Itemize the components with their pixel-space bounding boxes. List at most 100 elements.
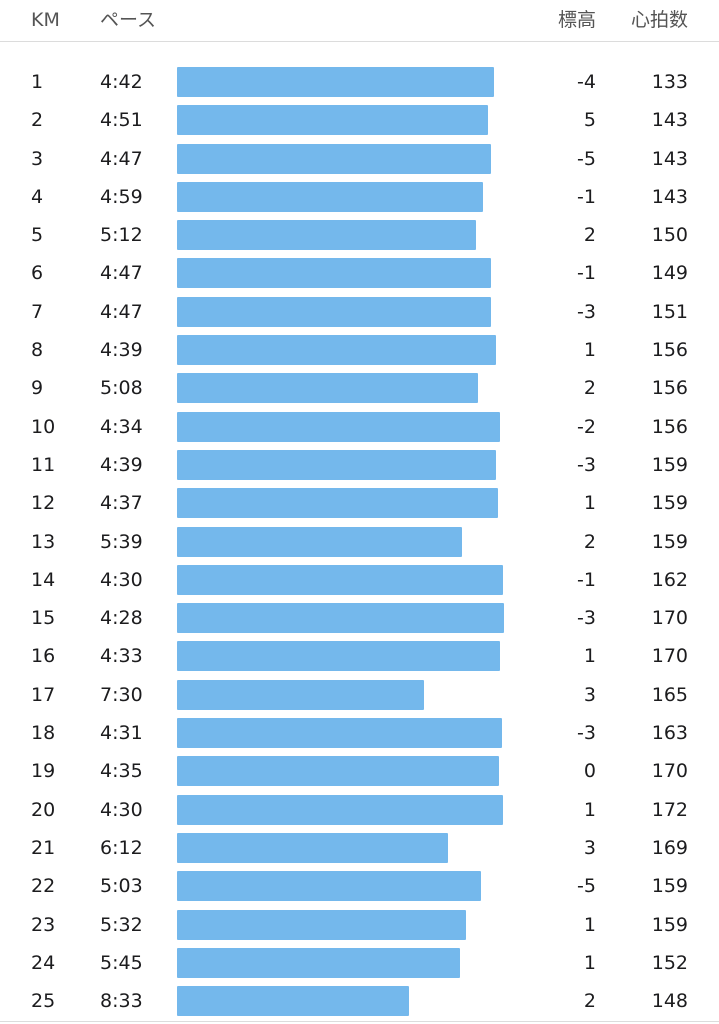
pace-bar-track [177,603,504,634]
split-km: 23 [31,913,56,936]
split-row[interactable]: 16 4:33 1 170 [0,637,719,675]
pace-bar-track [177,296,504,327]
split-pace: 5:32 [100,913,143,936]
split-pace: 4:34 [100,415,143,438]
split-row[interactable]: 10 4:34 -2 156 [0,408,719,446]
heart-rate-column-header: 心拍数 [630,9,688,31]
split-elevation: 5 [583,109,596,132]
pace-bar-track [177,756,504,787]
split-heart-rate: 165 [651,683,688,706]
pace-bar-track [177,335,504,366]
split-km: 25 [31,990,56,1013]
elevation-column-header: 標高 [557,9,596,31]
split-row[interactable]: 25 8:33 2 148 [0,982,719,1020]
split-elevation: -1 [577,185,596,208]
split-km: 17 [31,683,56,706]
split-km: 8 [31,339,44,362]
split-pace: 5:08 [100,377,143,400]
split-row[interactable]: 12 4:37 1 159 [0,484,719,522]
split-row[interactable]: 3 4:47 -5 143 [0,140,719,178]
split-row[interactable]: 24 5:45 1 152 [0,944,719,982]
pace-bar [177,909,466,940]
pace-bar [177,679,424,710]
split-heart-rate: 159 [651,453,688,476]
split-heart-rate: 170 [651,760,688,783]
pace-bar-track [177,641,504,672]
split-pace: 4:30 [100,798,143,821]
split-row[interactable]: 9 5:08 2 156 [0,369,719,407]
split-row[interactable]: 2 4:51 5 143 [0,101,719,139]
split-elevation: 3 [583,836,596,859]
split-row[interactable]: 18 4:31 -3 163 [0,714,719,752]
split-km: 2 [31,109,44,132]
pace-bar-track [177,488,504,519]
pace-bar [177,373,479,404]
split-pace: 4:47 [100,262,143,285]
split-row[interactable]: 6 4:47 -1 149 [0,254,719,292]
split-row[interactable]: 11 4:39 -3 159 [0,446,719,484]
pace-bar [177,258,491,289]
split-row[interactable]: 8 4:39 1 156 [0,331,719,369]
split-row[interactable]: 1 4:42 -4 133 [0,63,719,101]
split-km: 16 [31,645,56,668]
split-pace: 4:30 [100,568,143,591]
split-km: 4 [31,185,44,208]
split-row[interactable]: 17 7:30 3 165 [0,676,719,714]
split-elevation: 0 [583,760,596,783]
split-elevation: -1 [577,568,596,591]
split-row[interactable]: 23 5:32 1 159 [0,906,719,944]
split-km: 1 [31,71,44,93]
pace-bar-track [177,947,504,978]
pace-bar [177,67,495,97]
split-pace: 5:12 [100,224,143,247]
pace-bar [177,871,482,902]
split-heart-rate: 159 [651,913,688,936]
split-row[interactable]: 4 4:59 -1 143 [0,178,719,216]
split-row[interactable]: 13 5:39 2 159 [0,523,719,561]
split-row[interactable]: 5 5:12 2 150 [0,216,719,254]
pace-bar [177,105,489,136]
split-km: 13 [31,530,56,553]
pace-bar-track [177,373,504,404]
split-elevation: -3 [577,300,596,323]
split-row[interactable]: 15 4:28 -3 170 [0,599,719,637]
split-heart-rate: 149 [651,262,688,285]
pace-bar-track [177,679,504,710]
pace-bar [177,181,484,212]
split-km: 18 [31,722,56,745]
split-elevation: -3 [577,453,596,476]
split-pace: 8:33 [100,990,143,1013]
split-km: 9 [31,377,44,400]
pace-bar-track [177,258,504,289]
split-pace: 6:12 [100,836,143,859]
pace-bar [177,794,503,825]
pace-bar [177,526,463,557]
split-row[interactable]: 20 4:30 1 172 [0,791,719,829]
split-heart-rate: 170 [651,607,688,630]
pace-bar-track [177,449,504,480]
pace-bar-track [177,526,504,557]
split-km: 14 [31,568,56,591]
split-row[interactable]: 14 4:30 -1 162 [0,561,719,599]
split-row[interactable]: 22 5:03 -5 159 [0,867,719,905]
pace-bar-track [177,909,504,940]
pace-bar [177,143,491,174]
pace-bar-track [177,67,504,97]
pace-bar [177,986,409,1017]
split-pace: 5:39 [100,530,143,553]
split-km: 22 [31,875,56,898]
split-row[interactable]: 21 6:12 3 169 [0,829,719,867]
split-elevation: -5 [577,147,596,170]
split-km: 7 [31,300,44,323]
split-elevation: 2 [583,990,596,1013]
split-row[interactable]: 7 4:47 -3 151 [0,293,719,331]
split-heart-rate: 156 [651,339,688,362]
split-elevation: -3 [577,722,596,745]
split-elevation: 1 [583,339,596,362]
pace-bar [177,718,502,749]
split-elevation: 2 [583,224,596,247]
split-km: 5 [31,224,44,247]
split-heart-rate: 169 [651,836,688,859]
split-elevation: 2 [583,530,596,553]
split-row[interactable]: 19 4:35 0 170 [0,752,719,790]
